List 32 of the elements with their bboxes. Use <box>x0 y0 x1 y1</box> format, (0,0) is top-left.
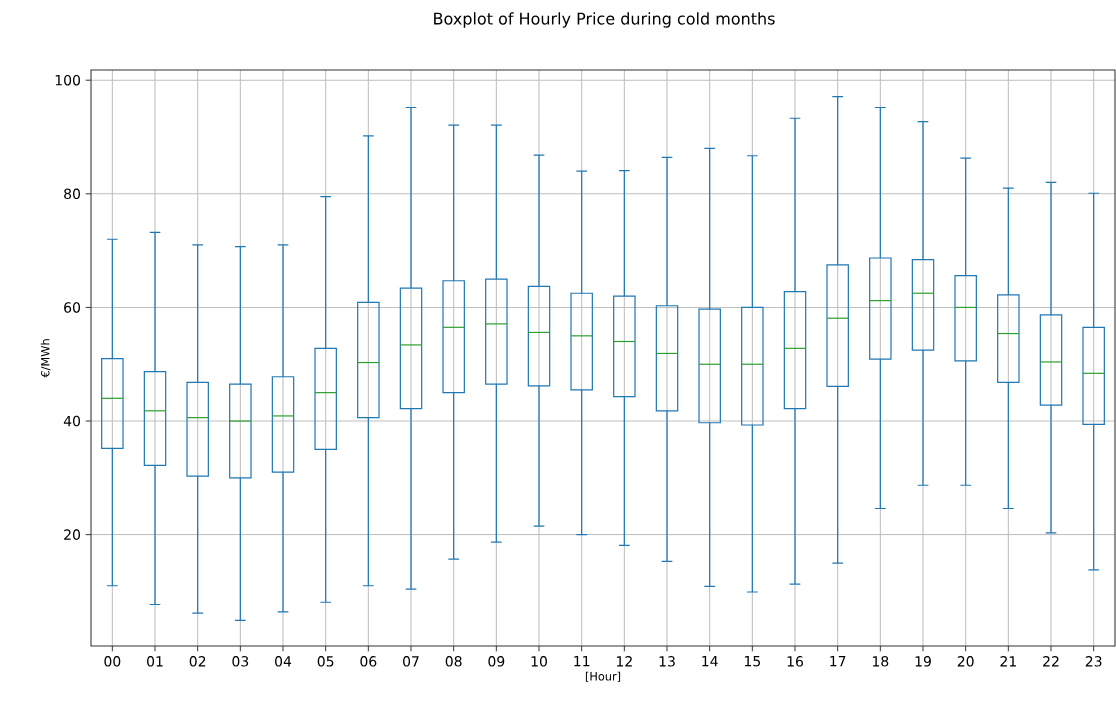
x-tick-label: 14 <box>702 656 718 667</box>
x-tick-label: 11 <box>574 656 590 667</box>
x-tick-label: 07 <box>403 656 419 667</box>
x-tick-label: 12 <box>616 656 632 667</box>
x-tick-label: 00 <box>104 656 121 667</box>
x-tick-label: 18 <box>872 656 889 667</box>
x-tick-label: 23 <box>1085 656 1102 667</box>
x-tick-label: 15 <box>744 656 761 667</box>
x-tick-label: 09 <box>488 656 505 667</box>
y-axis-title: €/MWh <box>40 339 51 378</box>
y-tick-label: 60 <box>64 302 81 313</box>
y-tick-label: 100 <box>55 74 81 86</box>
x-tick-label: 01 <box>147 656 163 667</box>
x-tick-label: 19 <box>915 656 931 667</box>
y-tick-label: 40 <box>63 415 81 427</box>
chart-title: Boxplot of Hourly Price during cold months <box>434 12 775 28</box>
x-tick-label: 21 <box>1000 656 1016 667</box>
x-axis-title: [Hour] <box>585 671 621 682</box>
x-tick-label: 02 <box>189 656 206 667</box>
y-tick-label: 20 <box>64 529 81 540</box>
x-tick-label: 16 <box>787 656 804 667</box>
x-tick-label: 22 <box>1043 656 1059 667</box>
y-tick-label: 80 <box>64 188 81 200</box>
x-tick-label: 10 <box>531 656 547 667</box>
x-tick-label: 04 <box>275 656 292 667</box>
x-tick-label: 05 <box>317 656 334 667</box>
x-tick-label: 17 <box>830 656 846 667</box>
x-tick-label: 13 <box>659 656 675 667</box>
x-tick-label: 06 <box>360 656 377 667</box>
x-tick-label: 08 <box>445 656 462 667</box>
x-tick-label: 20 <box>957 656 974 667</box>
x-tick-label: 03 <box>232 656 249 667</box>
